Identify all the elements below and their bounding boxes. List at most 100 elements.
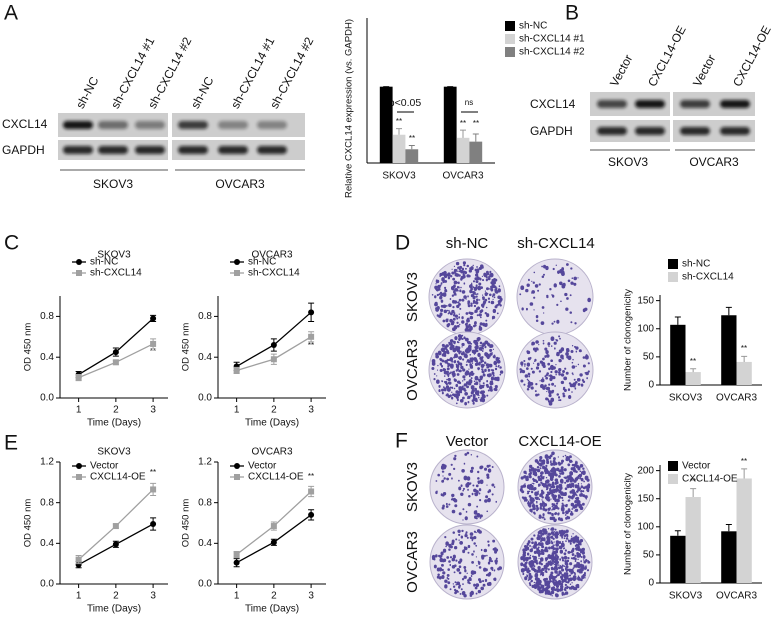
legend-marker <box>234 463 240 469</box>
y-tick-label: 150 <box>637 295 654 306</box>
y-axis-label: OD 450 nm <box>23 499 34 548</box>
annotation: ** <box>150 347 156 356</box>
y-tick-label: 0 <box>648 578 654 589</box>
x-axis-label: Time (Days) <box>87 418 141 429</box>
panel-letter: F <box>395 430 408 453</box>
annotation: ** <box>308 341 314 350</box>
marker <box>308 309 315 316</box>
blot-band <box>680 100 710 108</box>
marker <box>233 551 240 558</box>
legend-swatch <box>668 461 678 471</box>
x-tick-label: 3 <box>308 405 314 416</box>
y-axis-label: OD 450 nm <box>181 499 192 548</box>
annotation: ** <box>150 468 156 477</box>
blot-band <box>178 121 208 129</box>
column-label: Vector <box>446 433 489 450</box>
y-axis-label: Relative CXCL14 expression (vs. GAPDH) <box>344 19 355 198</box>
x-tick-label: 3 <box>150 405 156 416</box>
marker <box>150 340 157 347</box>
error-bar <box>741 468 748 479</box>
blot-band <box>635 127 665 135</box>
y-tick-label: 1.2 <box>40 457 54 468</box>
annotation: ** <box>396 117 402 126</box>
blot-band <box>597 127 627 135</box>
chart-title: OVCAR3 <box>251 250 293 261</box>
annotation: ** <box>741 457 747 466</box>
legend-label: sh-NC <box>90 257 118 268</box>
annotation: ** <box>690 357 696 366</box>
lane-label: Vector <box>607 52 635 89</box>
panel-letter: D <box>395 232 410 255</box>
x-tick-label: 3 <box>150 591 156 602</box>
blot-band <box>257 121 287 129</box>
bar <box>456 137 470 163</box>
y-tick-label: 0.4 <box>198 538 212 549</box>
annotation: ** <box>409 134 415 143</box>
marker <box>308 511 315 518</box>
x-tick-label: 1 <box>234 591 240 602</box>
x-tick-label: 2 <box>113 405 119 416</box>
legend-label: sh-CXCL14 <box>682 272 734 283</box>
colonies <box>520 527 591 598</box>
lane-label: Vector <box>690 52 718 89</box>
colonies <box>519 335 590 406</box>
lane-label: CXCL14-OE <box>645 23 689 88</box>
colonies <box>431 334 504 406</box>
blot-band <box>98 146 128 154</box>
error-bar <box>690 368 697 373</box>
x-tick-label: 2 <box>271 405 277 416</box>
lane-label: sh-NC <box>73 74 101 111</box>
x-tick-label: OVCAR3 <box>716 393 758 404</box>
cell-line-label: SKOV3 <box>608 155 648 169</box>
bar <box>405 149 419 163</box>
y-axis-label: OD 450 nm <box>181 323 192 372</box>
cell-line-label: OVCAR3 <box>689 155 739 169</box>
series-line <box>78 317 154 376</box>
y-tick-label: 1.2 <box>198 457 212 468</box>
x-axis-label: Time (Days) <box>87 604 141 615</box>
y-tick-label: 0.8 <box>40 311 54 322</box>
legend-label: sh-NC <box>519 21 547 32</box>
column-label: sh-CXCL14 <box>517 235 595 252</box>
error-bar <box>674 530 681 536</box>
lane-label: sh-NC <box>188 74 216 111</box>
y-tick-label: 200 <box>637 465 654 476</box>
x-tick-label: OVCAR3 <box>716 591 758 602</box>
cell-line-label: SKOV3 <box>93 177 133 191</box>
x-tick-label: SKOV3 <box>669 591 703 602</box>
marker <box>112 523 119 530</box>
annotation: ** <box>460 119 466 128</box>
y-tick-label: 0.4 <box>198 352 212 363</box>
bar <box>721 315 737 385</box>
cell-line-label: OVCAR3 <box>215 177 265 191</box>
blot-band <box>63 121 93 129</box>
y-axis-label: OD 450 nm <box>23 323 34 372</box>
y-axis-label: Number of clonogenicity <box>623 473 634 575</box>
y-tick-label: 0.0 <box>198 393 212 404</box>
annotation: ns <box>465 98 473 107</box>
bar <box>736 361 752 385</box>
marker <box>270 523 277 530</box>
legend-label: sh-CXCL14 #2 <box>519 47 585 58</box>
blot-band <box>680 127 710 135</box>
legend-label: sh-CXCL14 #1 <box>519 34 585 45</box>
annotation: ** <box>473 119 479 128</box>
error-bar <box>674 316 681 325</box>
error-bar <box>690 488 697 498</box>
blot-band <box>135 121 165 129</box>
marker <box>308 333 315 340</box>
blot-band <box>635 100 665 108</box>
x-axis-label: Time (Days) <box>245 418 299 429</box>
legend-swatch <box>668 259 678 269</box>
chart-title: SKOV3 <box>97 250 131 261</box>
bar <box>736 478 752 583</box>
colony-dish <box>516 258 594 336</box>
blot-band <box>218 146 248 154</box>
y-tick-label: 0.0 <box>40 579 54 590</box>
row-label: OVCAR3 <box>404 339 421 401</box>
legend-marker <box>76 270 82 276</box>
blot-band <box>178 146 208 154</box>
x-tick-label: 1 <box>76 591 82 602</box>
legend-marker <box>234 474 240 480</box>
